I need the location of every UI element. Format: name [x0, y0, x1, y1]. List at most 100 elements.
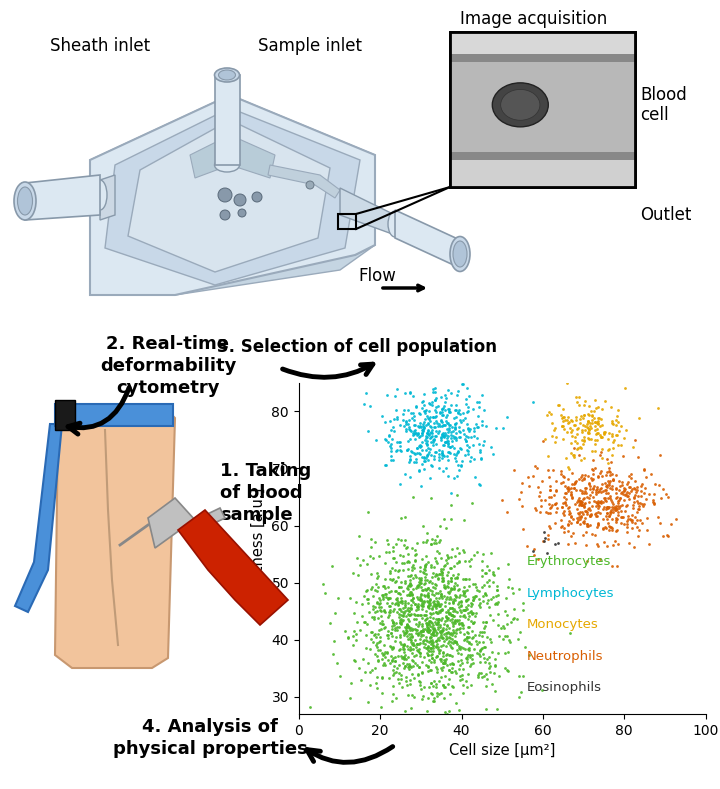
Point: [543, 471, 554, 484]
Point: [410, 400, 422, 413]
Point: [578, 517, 590, 529]
Point: [434, 630, 446, 643]
Point: [478, 622, 490, 634]
Point: [590, 445, 601, 458]
Point: [414, 649, 426, 662]
Point: [443, 586, 454, 599]
Point: [462, 626, 473, 638]
Point: [371, 650, 382, 663]
Point: [446, 499, 457, 511]
Point: [371, 637, 382, 649]
Point: [487, 613, 499, 626]
Point: [402, 570, 414, 582]
Point: [645, 468, 657, 481]
Point: [458, 604, 469, 616]
Point: [421, 435, 433, 447]
Point: [429, 615, 441, 628]
Point: [369, 606, 380, 619]
Point: [431, 537, 442, 549]
Point: [431, 626, 442, 638]
Point: [607, 498, 618, 510]
Point: [448, 442, 459, 454]
Point: [454, 414, 466, 427]
Point: [384, 657, 395, 670]
Point: [465, 600, 477, 613]
Point: [357, 553, 369, 566]
Point: [418, 462, 430, 475]
Point: [444, 447, 455, 460]
Point: [454, 547, 465, 559]
Point: [383, 586, 395, 599]
Point: [449, 610, 460, 623]
Point: [397, 563, 409, 576]
Point: [403, 628, 415, 641]
Point: [473, 636, 485, 649]
Point: [583, 492, 595, 504]
Point: [469, 634, 481, 647]
Point: [382, 611, 394, 623]
Point: [603, 492, 614, 504]
Point: [591, 416, 603, 428]
Point: [462, 439, 473, 451]
Point: [462, 650, 473, 663]
Point: [435, 590, 446, 603]
Point: [450, 455, 462, 468]
Point: [433, 420, 445, 432]
Bar: [55, 404, 173, 426]
Point: [398, 722, 410, 735]
Point: [371, 567, 382, 579]
Point: [413, 447, 425, 459]
Point: [610, 492, 621, 504]
Point: [456, 616, 467, 629]
Point: [369, 583, 381, 596]
Point: [590, 393, 601, 406]
Point: [632, 496, 644, 509]
Point: [613, 484, 625, 496]
Point: [558, 432, 570, 445]
Point: [386, 596, 397, 609]
Ellipse shape: [17, 187, 32, 215]
Point: [413, 627, 424, 640]
Point: [582, 507, 593, 520]
Point: [443, 607, 454, 619]
Point: [423, 413, 435, 425]
Point: [441, 626, 453, 639]
Point: [568, 482, 580, 495]
Point: [428, 417, 440, 429]
Point: [424, 575, 436, 588]
Point: [420, 536, 432, 548]
Point: [549, 498, 561, 510]
Point: [420, 634, 432, 646]
Point: [477, 589, 489, 602]
Point: [412, 626, 423, 639]
Point: [416, 611, 428, 624]
Point: [424, 634, 436, 647]
Point: [451, 613, 463, 626]
Point: [451, 447, 463, 459]
Point: [442, 585, 454, 598]
Point: [598, 428, 609, 440]
Point: [362, 425, 374, 438]
Point: [500, 630, 511, 642]
Point: [361, 618, 372, 630]
Point: [427, 638, 438, 651]
Point: [426, 653, 438, 665]
Point: [423, 442, 434, 454]
Point: [433, 613, 445, 626]
Point: [416, 552, 428, 565]
Point: [616, 420, 627, 432]
Point: [426, 656, 437, 668]
Point: [399, 705, 410, 717]
Point: [569, 477, 580, 490]
Point: [392, 606, 403, 619]
Point: [601, 500, 613, 513]
Point: [417, 637, 428, 649]
Point: [611, 500, 622, 513]
Point: [470, 581, 482, 593]
Point: [335, 669, 346, 682]
Point: [410, 571, 422, 584]
Point: [439, 680, 451, 693]
Point: [406, 653, 418, 666]
Point: [369, 600, 381, 613]
Point: [616, 499, 628, 512]
